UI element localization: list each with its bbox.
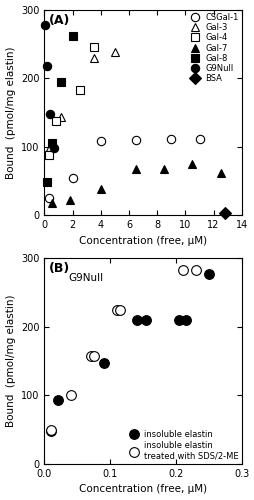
Legend: insoluble elastin, insoluble elastin
treated with SDS/2-ME: insoluble elastin, insoluble elastin tre… xyxy=(124,429,239,462)
X-axis label: Concentration (free, μM): Concentration (free, μM) xyxy=(79,484,207,494)
Y-axis label: Bound  (pmol/mg elastin): Bound (pmol/mg elastin) xyxy=(6,46,15,178)
X-axis label: Concentration (free, μM): Concentration (free, μM) xyxy=(79,236,207,246)
Text: G9Null: G9Null xyxy=(68,272,103,282)
Y-axis label: Bound  (pmol/mg elastin): Bound (pmol/mg elastin) xyxy=(6,295,15,428)
Legend: CSGal-1, Gal-3, Gal-4, Gal-7, Gal-8, G9Null, BSA: CSGal-1, Gal-3, Gal-4, Gal-7, Gal-8, G9N… xyxy=(185,12,239,84)
Text: (A): (A) xyxy=(48,14,70,26)
Text: (B): (B) xyxy=(48,262,69,276)
